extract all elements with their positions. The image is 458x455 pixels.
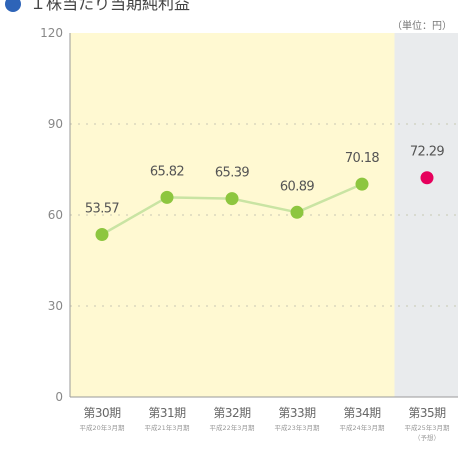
unit-label: （単位：円） — [392, 19, 452, 32]
x-tick-sublabel: 平成24年3月期 — [340, 423, 385, 432]
data-point — [95, 228, 109, 242]
x-tick-label: 第32期 — [213, 406, 251, 420]
x-tick-sublabel-forecast: （予想） — [414, 433, 440, 442]
data-label: 65.39 — [215, 166, 250, 181]
x-tick-sublabel: 平成22年3月期 — [210, 423, 255, 432]
data-point — [290, 205, 304, 219]
y-tick-label: 0 — [55, 390, 63, 404]
y-tick-label: 30 — [48, 299, 63, 313]
x-tick-label: 第30期 — [83, 406, 121, 420]
data-point — [160, 190, 174, 204]
data-label: 72.29 — [410, 145, 445, 160]
data-label: 60.89 — [280, 179, 315, 194]
data-points — [95, 171, 434, 242]
x-tick-label: 第35期 — [408, 406, 446, 420]
y-tick-label: 90 — [48, 117, 63, 131]
forecast-period-band — [394, 33, 458, 397]
actual-period-band — [70, 33, 395, 397]
data-label: 70.18 — [345, 151, 380, 166]
x-tick-sublabel: 平成20年3月期 — [80, 423, 125, 432]
title-bullet-icon — [5, 0, 21, 12]
data-labels: 53.57 65.82 65.39 60.89 70.18 72.29 — [85, 145, 445, 217]
data-point — [225, 192, 239, 206]
chart-header: １株当たり当期純利益 （単位：円） — [5, 0, 452, 32]
x-tick-sublabel: 平成25年3月期 — [405, 423, 450, 432]
x-tick-label: 第31期 — [148, 406, 186, 420]
y-tick-label: 120 — [40, 26, 63, 40]
data-label: 65.82 — [150, 164, 184, 179]
data-point — [420, 171, 434, 185]
x-tick-label: 第33期 — [278, 406, 316, 420]
x-tick-sublabel: 平成21年3月期 — [145, 423, 190, 432]
y-tick-label: 60 — [48, 208, 63, 222]
x-tick-sublabel: 平成23年3月期 — [275, 423, 320, 432]
axes — [69, 33, 458, 398]
chart-title: １株当たり当期純利益 — [30, 0, 190, 13]
x-tick-label: 第34期 — [343, 406, 381, 420]
y-tick-labels: 0 30 60 90 120 — [40, 26, 63, 404]
data-point — [355, 177, 369, 191]
data-label: 53.57 — [85, 202, 120, 217]
